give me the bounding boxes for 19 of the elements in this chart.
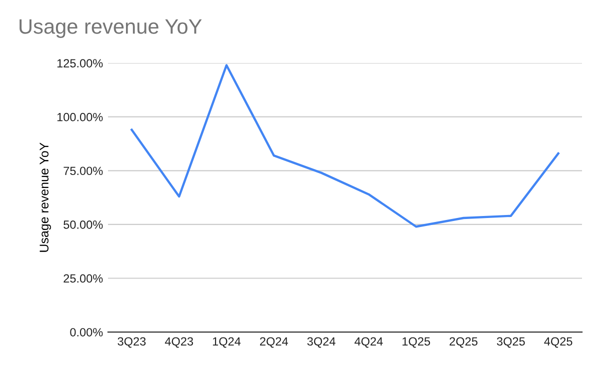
x-tick-label: 3Q25 (496, 337, 525, 348)
x-tick-label: 1Q24 (212, 337, 241, 348)
chart-title: Usage revenue YoY (20, 19, 202, 38)
x-tick-label: 3Q24 (307, 337, 336, 348)
y-axis-title: Usage revenue YoY (40, 142, 51, 252)
x-tick-label: 2Q25 (450, 337, 478, 348)
x-tick-label: 4Q25 (544, 337, 572, 348)
y-tick-label: 25.00% (64, 274, 103, 283)
y-tick-label: 50.00% (64, 220, 103, 229)
y-tick-label: 125.00% (57, 59, 103, 68)
x-tick-label: 4Q24 (354, 337, 383, 348)
x-tick-label: 1Q25 (402, 337, 430, 348)
y-tick-label: 75.00% (64, 166, 103, 176)
y-tick-label: 0.00% (70, 328, 103, 336)
x-tick-label: 2Q24 (260, 337, 288, 348)
x-tick-label: 4Q23 (164, 337, 194, 348)
line-series (130, 64, 560, 228)
x-tick-label: 3Q23 (118, 337, 146, 348)
y-tick-label: 100.00% (57, 112, 103, 122)
